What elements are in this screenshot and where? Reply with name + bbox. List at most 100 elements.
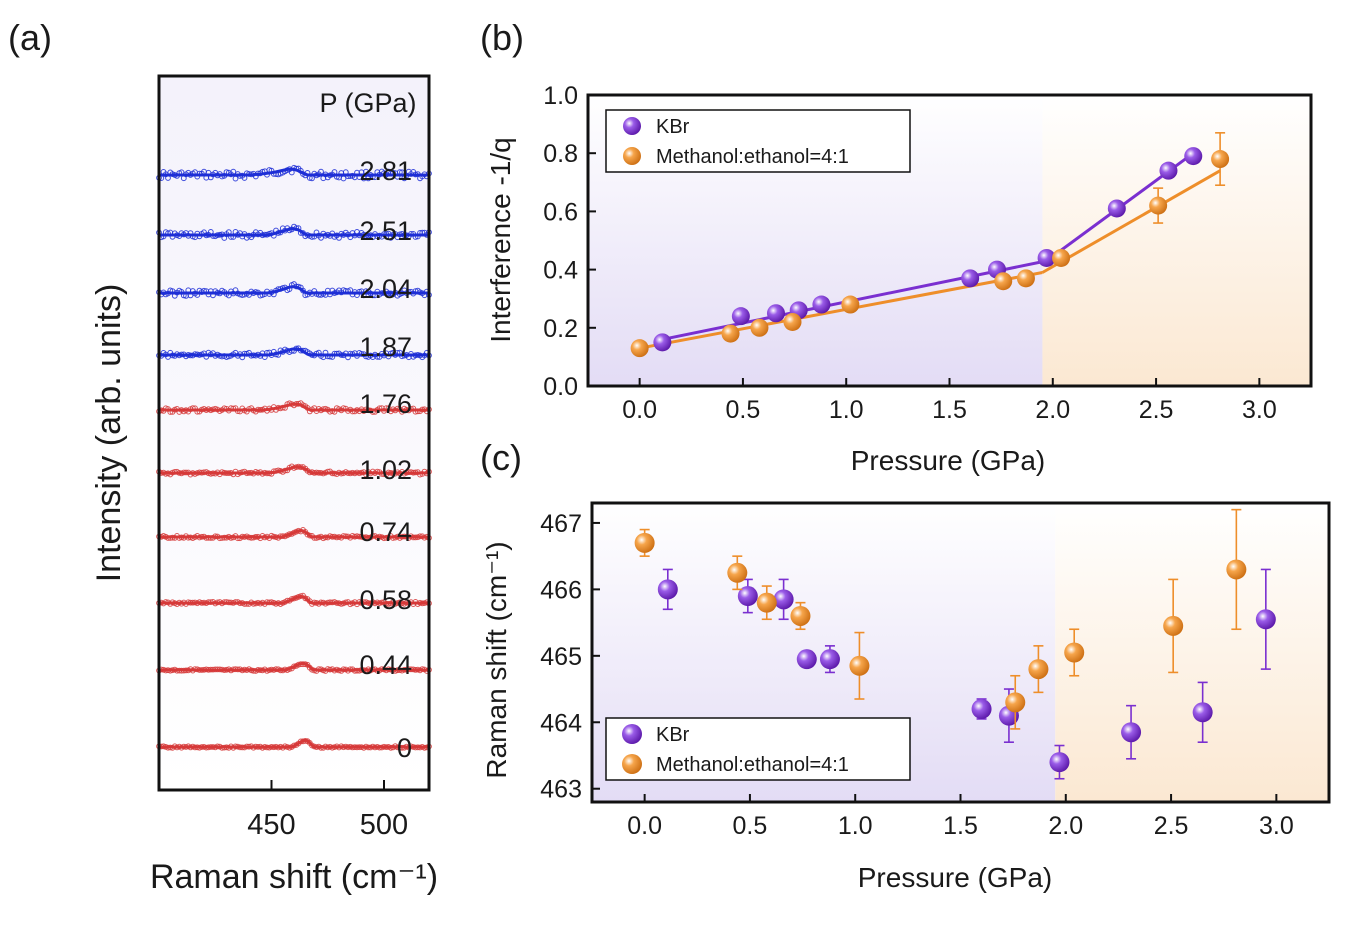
spectrum-point [216, 231, 223, 238]
panel-c-xlabel: Pressure (GPa) [858, 862, 1053, 893]
data-point [1064, 642, 1085, 663]
spectrum-point [302, 738, 309, 744]
spectrum-point [232, 175, 239, 182]
x-tick-label: 2.5 [1154, 812, 1189, 840]
legend-marker [622, 754, 642, 774]
data-point [773, 589, 794, 610]
pressure-label: 1.87 [359, 332, 412, 362]
y-tick-label: 0.8 [543, 140, 578, 168]
legend-marker [623, 117, 641, 135]
spectrum-point [270, 232, 277, 239]
spectrum-point [234, 408, 241, 415]
y-tick-label: 465 [540, 643, 582, 671]
data-point [737, 586, 758, 607]
spectrum-point [194, 408, 201, 415]
spectrum-point [331, 169, 338, 175]
spectrum-point [279, 404, 286, 411]
spectrum-point [396, 169, 403, 176]
legend-box [605, 717, 911, 781]
spectrum-point [248, 171, 255, 178]
spectrum-point [300, 287, 306, 294]
x-tick-label: 0.5 [726, 396, 761, 424]
spectrum-point [414, 352, 421, 358]
spectrum-point [369, 292, 376, 299]
x-tick-label: 450 [247, 809, 295, 841]
panel-b-label: (b) [480, 17, 524, 58]
data-point [1107, 199, 1126, 218]
spectrum-point [383, 405, 390, 412]
legend-entry: KBr [656, 724, 690, 746]
spectrum-point [273, 351, 279, 358]
x-tick-label: 3.0 [1259, 812, 1294, 840]
pressure-label: 0 [397, 733, 412, 763]
spectrum-point [286, 666, 293, 672]
data-point [1121, 722, 1142, 743]
pressure-label: 1.02 [359, 455, 412, 485]
spectrum-point [374, 468, 381, 475]
spectrum-point [399, 169, 405, 176]
data-point [1049, 752, 1070, 773]
legend-entry: Methanol:ethanol=4:1 [656, 146, 849, 168]
y-tick-label: 1.0 [543, 82, 578, 110]
panel-a-xlabel: Raman shift (cm⁻¹) [150, 858, 438, 896]
data-point [727, 562, 748, 583]
spectrum-point [225, 229, 232, 236]
data-point [971, 698, 992, 719]
x-tick-label: 2.0 [1048, 812, 1083, 840]
spectrum-point [266, 470, 273, 477]
y-tick-label: 0.2 [543, 315, 578, 343]
data-point [1192, 702, 1213, 723]
spectrum-point [369, 174, 376, 181]
data-point [766, 304, 785, 323]
spectrum-point [230, 405, 237, 412]
spectrum-point [419, 229, 426, 236]
panel-c-label: (c) [480, 437, 522, 478]
panel-b-plot: 0.0 0.5 1.0 1.5 2.0 2.5 3.0 0.0 0.2 0.4 0.6 0.8 1.0 K… [543, 82, 1313, 424]
x-tick-label: 1.0 [838, 812, 873, 840]
x-tick-label: 3.0 [1242, 396, 1277, 424]
data-point [653, 333, 672, 352]
y-tick-label: 464 [540, 709, 582, 737]
spectrum-point [412, 171, 419, 178]
panel-a-ylabel: Intensity (arb. units) [90, 284, 128, 583]
pressure-label: 1.76 [359, 389, 412, 419]
data-point [1255, 609, 1276, 630]
panel-b-ylabel: Interference -1/q [485, 137, 516, 342]
spectrum-point [228, 234, 234, 240]
y-tick-label: 466 [540, 576, 582, 604]
spectrum-point [165, 175, 171, 181]
spectrum-point [293, 165, 300, 172]
panel-a-frame [157, 74, 431, 792]
spectrum-point [306, 532, 313, 539]
panel-a-spectra [156, 164, 432, 751]
data-point [783, 312, 802, 331]
y-tick-label: 0.6 [543, 198, 578, 226]
spectrum-point [201, 287, 207, 294]
spectrum-point [390, 169, 396, 176]
y-tick-label: 463 [540, 776, 582, 804]
spectrum-point [363, 168, 369, 175]
spectrum-point [264, 171, 270, 178]
shade-region-high-pressure [1055, 503, 1329, 802]
pressure-label: 2.51 [359, 216, 412, 246]
x-tick-label: 2.0 [1035, 396, 1070, 424]
spectrum-point [297, 593, 304, 599]
spectrum-point [327, 353, 333, 360]
spectrum-point [363, 288, 369, 295]
data-point [819, 649, 840, 670]
spectrum-point [167, 409, 174, 415]
spectrum-point [408, 231, 414, 237]
spectrum-point [279, 285, 286, 291]
spectrum-point [214, 289, 221, 296]
spectrum-point [261, 354, 268, 361]
spectrum-point [412, 234, 419, 240]
data-point [1184, 147, 1203, 166]
x-tick-label: 500 [360, 809, 408, 841]
panel-c-plot: 0.0 0.5 1.0 1.5 2.0 2.5 3.0 463 464 465 466 467 KBr M… [540, 501, 1331, 840]
spectrum-point [293, 225, 300, 232]
spectrum-point [293, 345, 300, 352]
panel-c: (c) 0.0 0.5 1.0 1.5 2.0 2.5 3.0 463 464 465 466 467… [480, 437, 1331, 893]
data-point [1052, 248, 1071, 267]
spectrum-point [318, 234, 324, 241]
